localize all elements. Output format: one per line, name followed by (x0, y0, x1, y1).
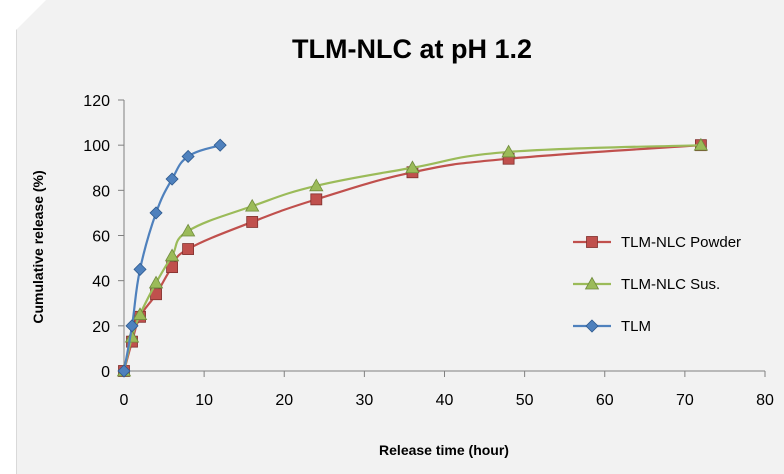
data-point (117, 364, 131, 378)
series-tlm (117, 138, 227, 378)
data-point (310, 193, 323, 206)
y-tick-label: 80 (92, 183, 110, 200)
legend: TLM-NLC Powder TLM-NLC Sus. TLM (573, 234, 741, 335)
x-tick-label: 70 (676, 392, 694, 409)
y-tick-label: 100 (83, 138, 110, 155)
data-point (309, 178, 324, 192)
data-point (125, 319, 139, 333)
x-tick-label: 60 (596, 392, 614, 409)
x-tick-label: 30 (355, 392, 373, 409)
data-point (148, 275, 164, 289)
x-tick-label: 20 (275, 392, 293, 409)
data-point (246, 216, 259, 228)
y-tick-label: 120 (83, 93, 110, 110)
data-point (245, 198, 260, 212)
legend-label: TLM-NLC Powder (621, 234, 741, 251)
data-point (213, 138, 227, 152)
data-point (405, 160, 420, 174)
data-point (501, 144, 516, 158)
x-tick-label: 0 (120, 392, 129, 409)
y-tick-label: 60 (92, 229, 110, 246)
legend-marker (586, 236, 598, 248)
chart-title: TLM-NLC at pH 1.2 (292, 34, 532, 64)
plot-series (116, 137, 709, 378)
series-line (122, 144, 701, 372)
legend-item: TLM (573, 318, 651, 335)
data-point (132, 307, 148, 320)
legend-label: TLM-NLC Sus. (621, 276, 720, 293)
data-point (181, 149, 195, 164)
series-tlm-nlc-sus (116, 137, 709, 377)
x-axis-title: Release time (hour) (379, 442, 509, 458)
legend-marker (585, 319, 599, 333)
data-point (164, 248, 180, 262)
y-tick-label: 20 (92, 319, 110, 336)
data-point (180, 223, 196, 237)
x-tick-label: 80 (756, 392, 774, 409)
y-tick-label: 40 (92, 274, 110, 291)
series-line (122, 144, 701, 372)
data-point (133, 262, 147, 276)
x-tick-label: 40 (436, 392, 454, 409)
x-tick-label: 10 (195, 392, 213, 409)
page-corner-fold (0, 0, 46, 46)
y-tick-label: 0 (101, 364, 110, 381)
x-tick-label: 50 (516, 392, 534, 409)
data-point (165, 172, 179, 186)
legend-item: TLM-NLC Sus. (573, 276, 720, 293)
data-point (182, 243, 195, 255)
y-axis-title: Cumulative release (%) (30, 170, 46, 323)
series-tlm-nlc-powder (118, 139, 707, 377)
data-point (166, 261, 178, 274)
legend-item: TLM-NLC Powder (573, 234, 741, 251)
data-point (149, 206, 163, 220)
data-point (693, 137, 709, 151)
legend-marker (584, 276, 600, 290)
axes: 0 20 40 60 80 100 120 0 10 20 30 40 50 60 70 80 (83, 93, 774, 409)
legend-label: TLM (621, 318, 651, 335)
chart-area (16, 0, 784, 474)
